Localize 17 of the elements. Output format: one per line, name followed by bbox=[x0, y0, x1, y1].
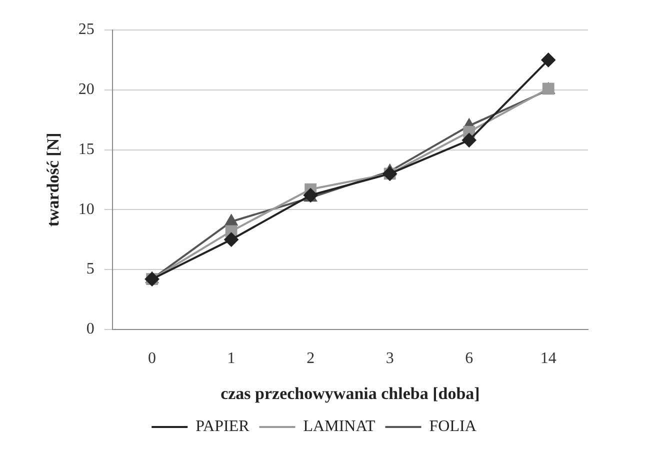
x-axis-title: czas przechowywania chleba [doba] bbox=[220, 384, 480, 404]
y-tick-label: 0 bbox=[86, 320, 94, 338]
y-tick-label: 15 bbox=[78, 140, 94, 158]
legend-label: LAMINAT bbox=[303, 418, 376, 436]
legend-label: PAPIER bbox=[196, 418, 250, 436]
x-tick-label: 2 bbox=[306, 350, 315, 368]
x-tick-label: 1 bbox=[227, 350, 236, 368]
x-tick-label: 3 bbox=[386, 350, 394, 368]
y-tick-label: 25 bbox=[78, 21, 94, 38]
x-tick-label: 6 bbox=[465, 350, 474, 368]
y-tick-label: 20 bbox=[78, 81, 94, 98]
y-axis-title: twardość [N] bbox=[44, 132, 63, 227]
legend-label: FOLIA bbox=[429, 418, 477, 436]
y-tick-label: 5 bbox=[86, 260, 94, 278]
x-tick-label: 14 bbox=[540, 350, 556, 368]
y-tick-label: 10 bbox=[78, 200, 94, 218]
x-tick-label: 0 bbox=[148, 350, 156, 368]
